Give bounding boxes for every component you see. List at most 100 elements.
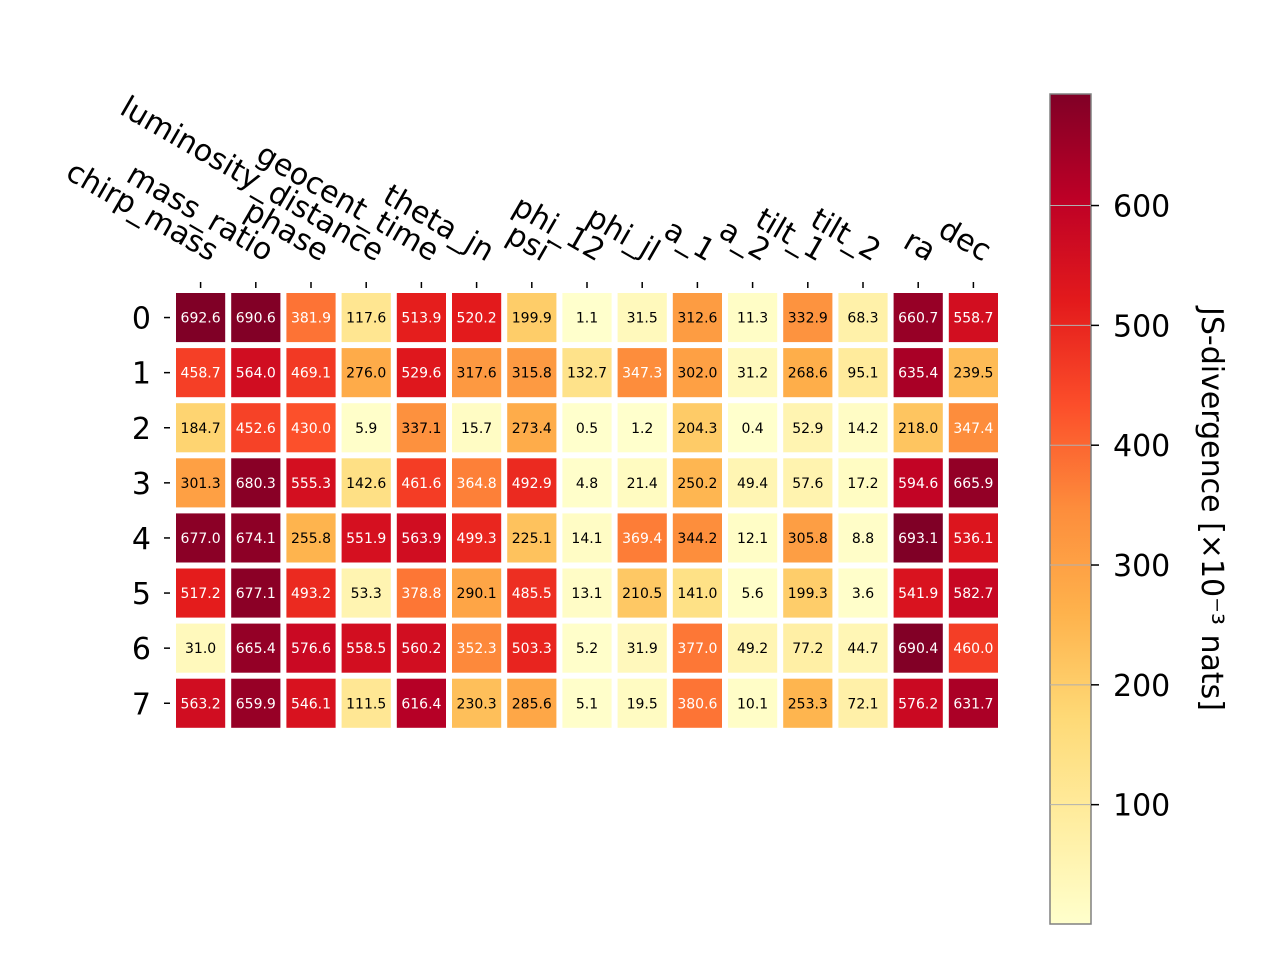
heatmap-cell (452, 678, 502, 728)
heatmap-cell (507, 458, 557, 508)
heatmap-cell (617, 348, 667, 398)
heatmap-cell (176, 568, 226, 618)
cell-value-label: 53.3 (351, 586, 382, 602)
colorbar-gradient (1049, 93, 1092, 925)
colorbar-tick-label: 300 (1113, 549, 1170, 584)
cell-value-label: 582.7 (953, 586, 993, 602)
cell-value-label: 693.1 (898, 531, 938, 547)
heatmap-cell (893, 623, 943, 673)
heatmap-cell (396, 513, 446, 563)
heatmap-cell (948, 293, 998, 343)
heatmap-cells: 692.6 690.6 381.9 117.6 513.9 520.2 199.9 1.1 31… (176, 293, 998, 728)
cell-value-label: 11.3 (737, 311, 768, 327)
colorbar-ticks: 100 200 300 400 500 600 (1050, 190, 1170, 824)
cell-value-label: 5.6 (741, 586, 763, 602)
cell-value-label: 513.9 (401, 311, 441, 327)
heatmap-cell (893, 513, 943, 563)
heatmap-cell (452, 403, 502, 453)
x-tick-label: ra (898, 223, 942, 269)
cell-value-label: 690.4 (898, 641, 938, 657)
cell-value-label: 344.2 (677, 531, 717, 547)
heatmap-cell (783, 623, 833, 673)
heatmap-cell (562, 678, 612, 728)
heatmap-cell (672, 458, 722, 508)
y-tick-label: 2 (132, 412, 151, 447)
heatmap-cell (176, 293, 226, 343)
cell-value-label: 31.9 (627, 641, 658, 657)
cell-value-label: 551.9 (346, 531, 386, 547)
cell-value-label: 555.3 (291, 476, 331, 492)
heatmap-cell (838, 623, 888, 673)
cell-value-label: 452.6 (236, 421, 276, 437)
heatmap-cell (396, 458, 446, 508)
heatmap-cell (893, 678, 943, 728)
cell-value-label: 68.3 (847, 311, 878, 327)
cell-value-label: 199.3 (788, 586, 828, 602)
cell-value-label: 594.6 (898, 476, 938, 492)
cell-value-label: 253.3 (788, 696, 828, 712)
cell-value-label: 499.3 (457, 531, 497, 547)
cell-value-label: 665.9 (953, 476, 993, 492)
cell-value-label: 77.2 (792, 641, 823, 657)
heatmap-cell (562, 293, 612, 343)
heatmap-cell (838, 568, 888, 618)
cell-value-label: 546.1 (291, 696, 331, 712)
heatmap-cell (948, 623, 998, 673)
x-tick-label: a_1 (658, 212, 721, 269)
heatmap-cell (341, 293, 391, 343)
cell-value-label: 381.9 (291, 311, 331, 327)
y-tick-label: 7 (132, 687, 151, 722)
heatmap-cell (783, 678, 833, 728)
cell-value-label: 31.2 (737, 366, 768, 382)
cell-value-label: 517.2 (181, 586, 221, 602)
heatmap-cell (452, 513, 502, 563)
cell-value-label: 332.9 (788, 311, 828, 327)
cell-value-label: 1.1 (576, 311, 598, 327)
heatmap-cell (396, 678, 446, 728)
cell-value-label: 347.3 (622, 366, 662, 382)
heatmap-cell (341, 623, 391, 673)
y-tick-label: 3 (132, 467, 151, 502)
cell-value-label: 111.5 (346, 696, 386, 712)
heatmap-cell (452, 458, 502, 508)
heatmap-cell (783, 348, 833, 398)
cell-value-label: 5.9 (355, 421, 377, 437)
cell-value-label: 692.6 (181, 311, 221, 327)
cell-value-label: 141.0 (677, 586, 717, 602)
colorbar-tick-label: 100 (1113, 789, 1170, 824)
cell-value-label: 529.6 (401, 366, 441, 382)
cell-value-label: 4.8 (576, 476, 598, 492)
cell-value-label: 31.0 (185, 641, 216, 657)
cell-value-label: 15.7 (461, 421, 492, 437)
cell-value-label: 285.6 (512, 696, 552, 712)
heatmap-cell (948, 678, 998, 728)
heatmap-cell (507, 293, 557, 343)
heatmap-cell (231, 348, 281, 398)
cell-value-label: 3.6 (852, 586, 874, 602)
heatmap-cell (396, 568, 446, 618)
cell-value-label: 255.8 (291, 531, 331, 547)
heatmap-cell (452, 293, 502, 343)
cell-value-label: 485.5 (512, 586, 552, 602)
heatmap-cell (617, 678, 667, 728)
heatmap-cell (507, 348, 557, 398)
cell-value-label: 276.0 (346, 366, 386, 382)
cell-value-label: 0.5 (576, 421, 598, 437)
cell-value-label: 13.1 (571, 586, 602, 602)
heatmap-cell (838, 293, 888, 343)
heatmap-cell (231, 513, 281, 563)
cell-value-label: 218.0 (898, 421, 938, 437)
cell-value-label: 315.8 (512, 366, 552, 382)
heatmap-cell (562, 513, 612, 563)
cell-value-label: 541.9 (898, 586, 938, 602)
cell-value-label: 690.6 (236, 311, 276, 327)
y-tick-label: 4 (132, 522, 151, 557)
cell-value-label: 461.6 (401, 476, 441, 492)
cell-value-label: 576.2 (898, 696, 938, 712)
heatmap-cell (783, 293, 833, 343)
colorbar-tick-label: 400 (1113, 429, 1170, 464)
cell-value-label: 492.9 (512, 476, 552, 492)
cell-value-label: 17.2 (847, 476, 878, 492)
cell-value-label: 503.3 (512, 641, 552, 657)
heatmap-cell (341, 458, 391, 508)
